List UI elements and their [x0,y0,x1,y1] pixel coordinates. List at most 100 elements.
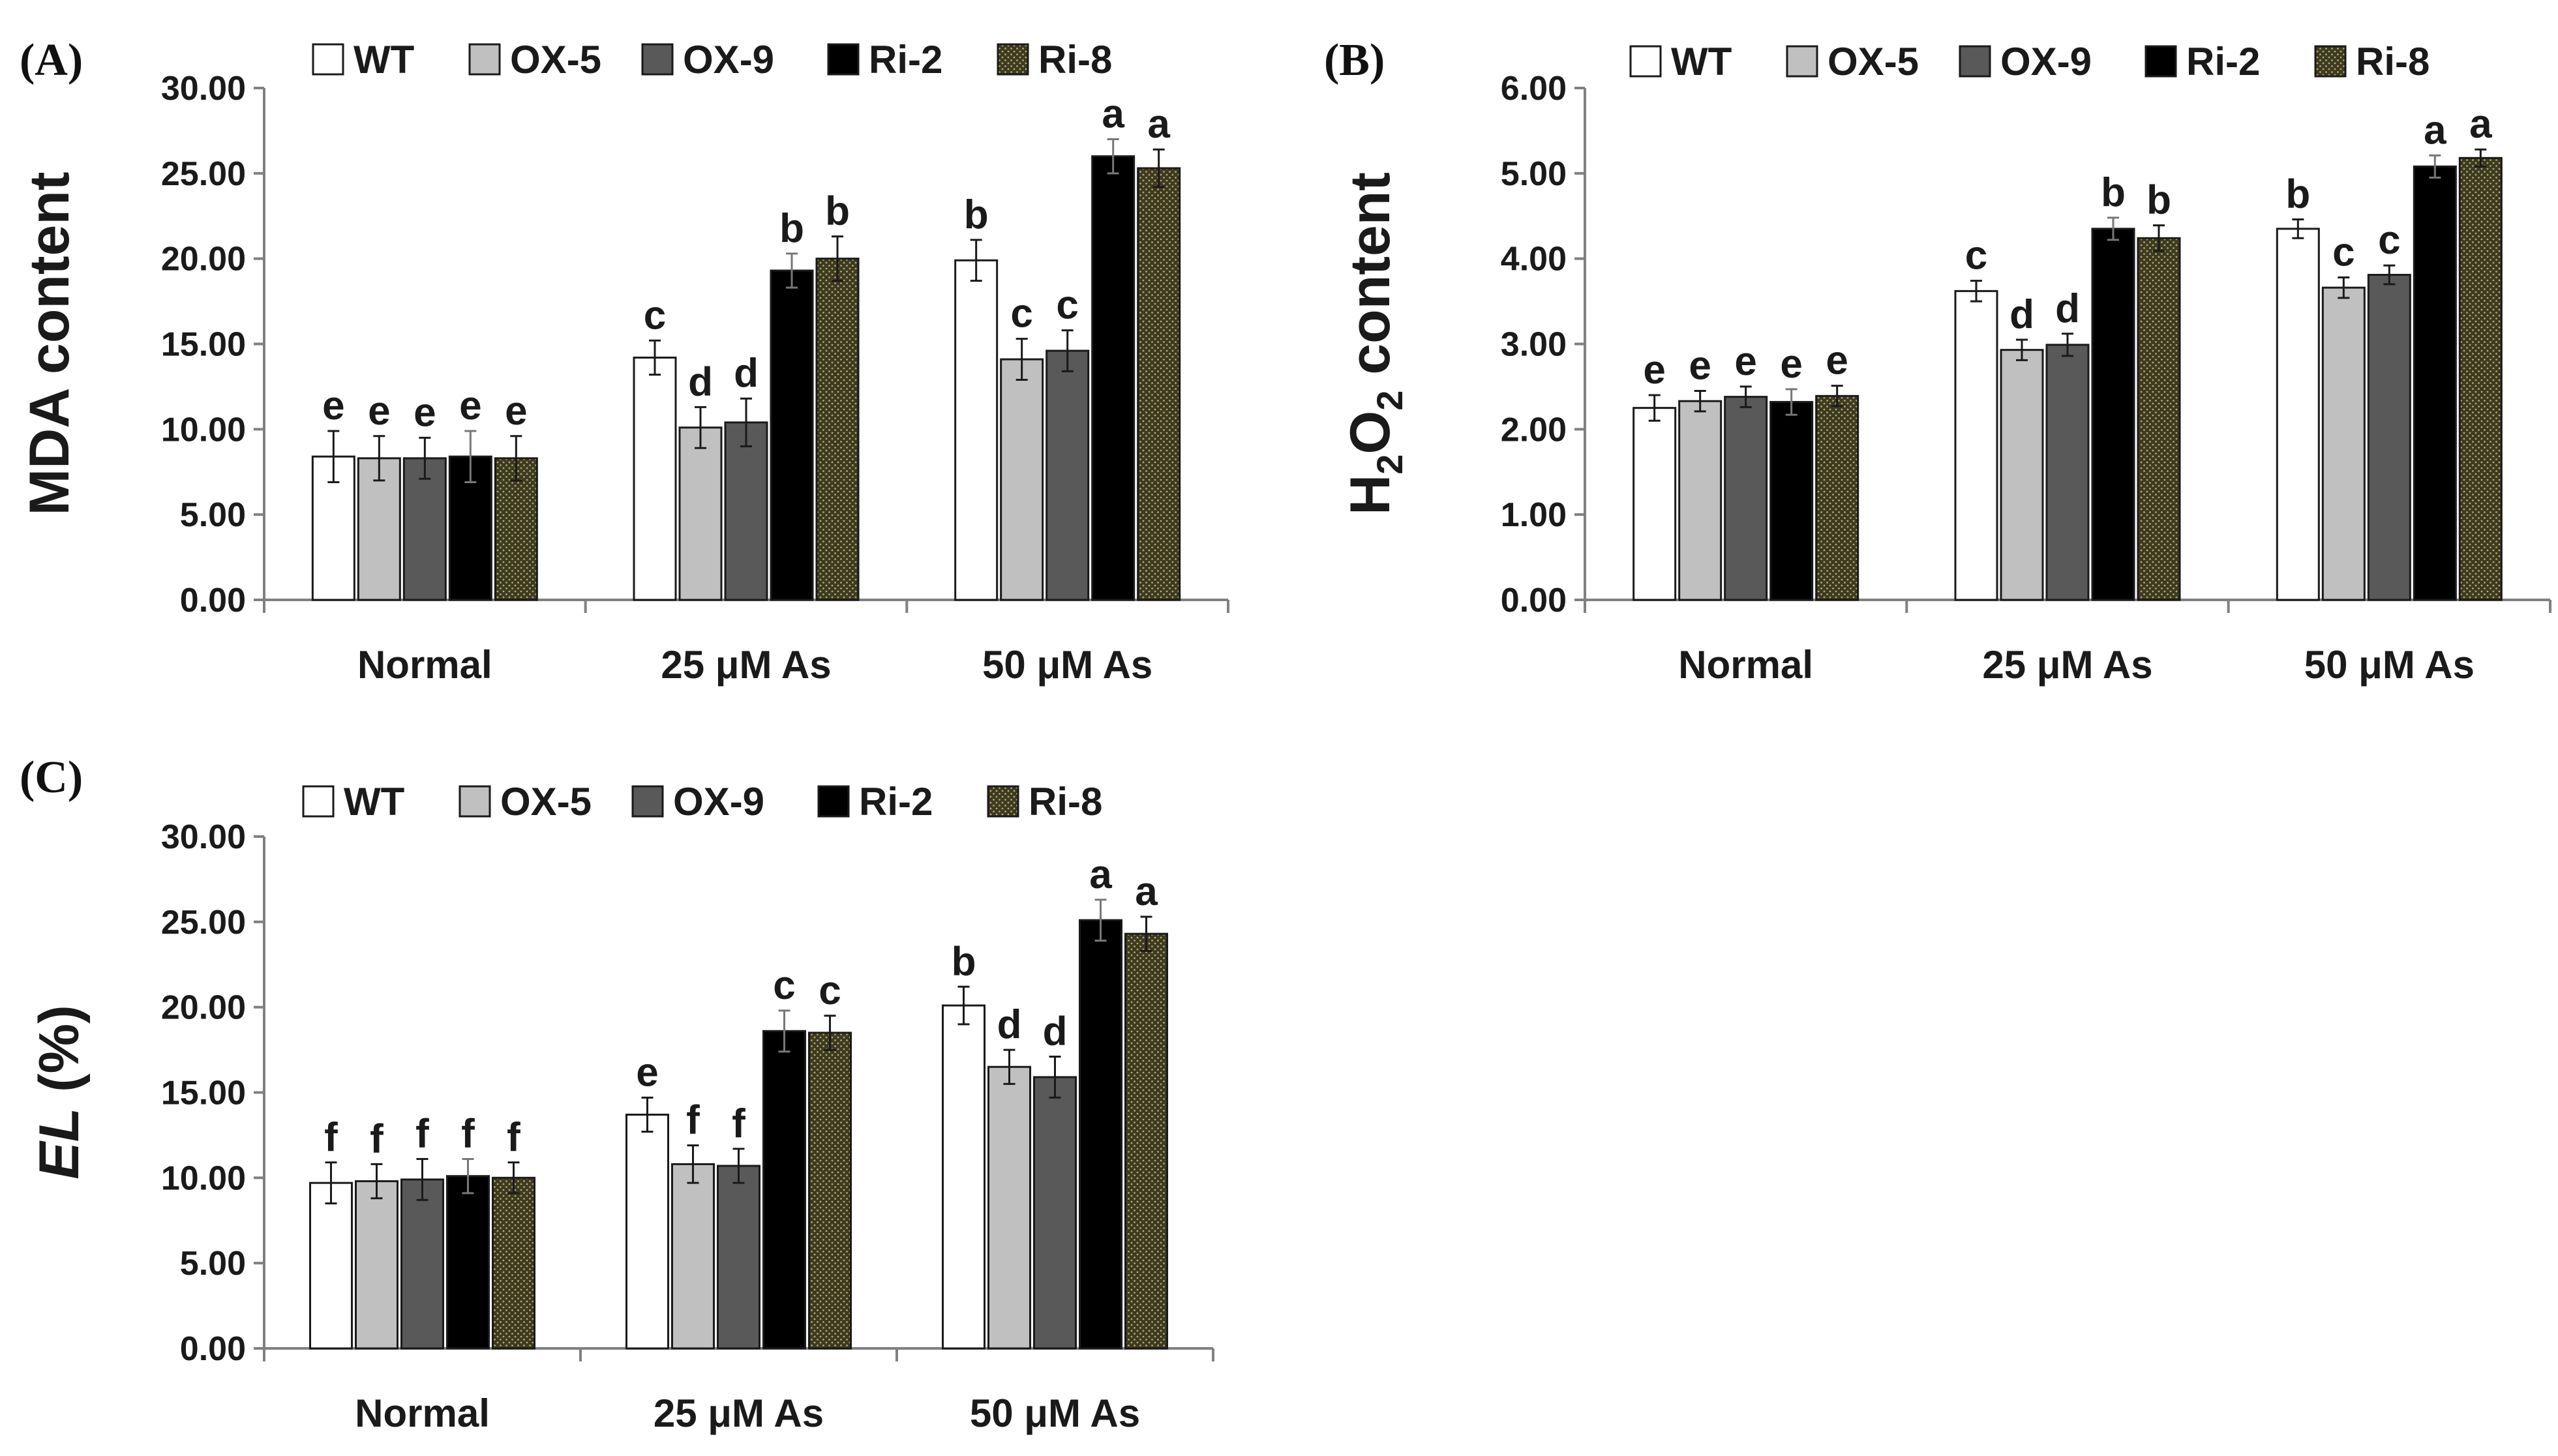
legend-swatch-ox-9 [641,43,674,76]
significance-letter: f [370,1116,384,1161]
legend-item-ri-2: Ri-2 [817,780,933,824]
error-bar-ox-5-50-um-as [1003,1048,1016,1085]
bar-wt-50-um-as [954,259,999,601]
significance-letter: e [414,390,436,435]
legend-item-ri-2: Ri-2 [827,38,942,82]
x-tick-label-25-um-as: 25 μM As [654,1391,824,1435]
error-bar-ri-8-normal [1831,385,1843,408]
legend-swatch-ri-2 [2144,45,2177,78]
legend-item-ox-9: OX-9 [631,780,764,824]
significance-letter: b [2146,178,2171,223]
significance-letter: f [507,1115,520,1160]
legend-label-ox-9: OX-9 [2000,40,2092,83]
error-bar-ri-8-50-um-as [1140,915,1152,952]
significance-letter: a [2469,102,2492,147]
legend-label-ri-2: Ri-2 [2186,40,2260,83]
y-tick-label: 20.00 [161,989,246,1027]
y-axis-label: MDA content [18,171,81,515]
legend-swatch-ox-5 [459,785,491,818]
bar-ox-9-50-um-as [2367,274,2411,601]
chart-panel-b: (B) 0.00 1.00 2.00 3.00 4.00 5.00 6.00 Normal 25 … [1324,35,2551,687]
bar-wt-25-um-as [625,1114,669,1350]
x-tick-label-normal: Normal [355,1391,490,1435]
error-bar-ox-9-25-um-as [732,1148,745,1184]
y-tick-label: 2.00 [1501,411,1567,449]
x-tick-label-50-um-as: 50 μM As [2304,643,2475,687]
error-bar-wt-25-um-as [1970,280,1982,303]
x-tick-label-normal: Normal [1678,643,1813,687]
panel-label: (B) [1324,35,1385,85]
significance-letter: b [964,192,989,237]
error-bar-ox-9-normal [1739,385,1752,408]
significance-letter: f [686,1098,700,1143]
bar-ri-8-25-um-as [808,1032,852,1350]
significance-letter: b [825,189,850,234]
significance-letter: c [1010,291,1032,336]
significance-letter: e [459,383,481,428]
bar-wt-50-um-as [2276,228,2320,601]
bar-ox-5-25-um-as [671,1163,715,1350]
significance-letter: c [1056,283,1078,328]
legend-label-ri-2: Ri-2 [859,780,933,824]
bar-ox-5-normal [1678,400,1723,601]
error-bar-ox-5-25-um-as [687,1144,699,1184]
significance-letter: a [1089,852,1112,897]
error-bar-ox-9-50-um-as [1061,329,1074,372]
bar-ox-9-50-um-as [1046,349,1090,601]
legend-swatch-wt [302,785,335,818]
y-tick-label: 0.00 [1501,582,1567,619]
y-axis-label: EL (%) [28,1005,91,1180]
legend-swatch-ri-2 [827,43,860,76]
bar-ri-2-25-um-as [2091,228,2135,601]
bar-ri-2-normal [1769,400,1814,601]
error-bar-ri-2-normal [1785,388,1798,416]
legend-label-ri-8: Ri-8 [1038,38,1112,82]
significance-letter: f [732,1101,745,1146]
legend-item-ri-8: Ri-8 [997,38,1112,82]
y-tick-label: 20.00 [161,241,246,278]
error-bar-ox-5-25-um-as [695,406,706,449]
legend-swatch-ri-8 [2314,45,2347,78]
x-tick-label-25-um-as: 25 μM As [661,643,831,687]
bar-ri-8-normal [1815,394,1859,601]
error-bar-ri-8-50-um-as [2475,148,2487,168]
bar-ox-5-50-um-as [2321,286,2366,601]
error-bar-wt-normal [325,1161,337,1205]
bar-ox-5-normal [355,1180,399,1350]
x-tick-label-50-um-as: 50 μM As [982,643,1152,687]
error-bar-ri-2-25-um-as [778,1009,790,1053]
error-bar-ox-5-50-um-as [1016,338,1028,381]
bar-ri-2-50-um-as [1079,919,1122,1350]
error-bar-ri-8-normal [507,1161,520,1195]
bar-ox-9-25-um-as [717,1165,760,1350]
x-tick-label-50-um-as: 50 μM As [970,1391,1140,1435]
significance-letter: d [734,351,759,396]
error-bar-wt-25-um-as [649,339,661,376]
error-bar-ox-5-25-um-as [2016,338,2028,361]
error-bar-ri-8-normal [510,435,522,482]
legend-item-ox-5: OX-5 [468,38,601,82]
significance-letter: d [2009,292,2034,337]
y-tick-label: 3.00 [1501,326,1567,364]
bar-ri-8-25-um-as [2137,237,2181,601]
legend-swatch-ox-9 [631,785,664,818]
significance-letter: e [1734,339,1756,384]
legend-swatch-ri-8 [987,785,1019,818]
y-tick-label: 4.00 [1501,241,1567,278]
significance-letter: c [773,963,795,1008]
significance-letter: e [322,383,344,428]
legend-swatch-wt [1629,45,1662,78]
bar-ri-2-50-um-as [2413,165,2457,601]
significance-letter: f [461,1112,475,1157]
significance-letter: b [952,939,976,984]
legend-swatch-ox-5 [468,43,501,76]
significance-letter: e [636,1050,658,1095]
significance-letter: f [415,1112,429,1157]
significance-letter: e [1643,348,1665,393]
legend-label-ri-8: Ri-8 [2356,40,2430,83]
error-bar-wt-25-um-as [641,1096,654,1133]
x-tick-label-25-um-as: 25 μM As [1982,643,2152,687]
significance-letter: a [1135,869,1158,914]
bar-ox-5-25-um-as [2000,349,2044,601]
